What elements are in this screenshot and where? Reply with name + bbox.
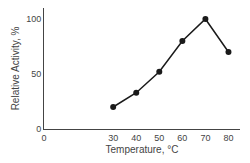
svg-text:40: 40 bbox=[131, 133, 141, 143]
svg-text:50: 50 bbox=[154, 133, 164, 143]
svg-text:30: 30 bbox=[108, 133, 118, 143]
svg-text:Temperature, °C: Temperature, °C bbox=[106, 144, 179, 155]
svg-text:Relative Activity, %: Relative Activity, % bbox=[10, 27, 21, 111]
svg-text:100: 100 bbox=[26, 14, 41, 24]
svg-text:50: 50 bbox=[31, 69, 41, 79]
svg-text:0: 0 bbox=[36, 124, 41, 134]
svg-text:60: 60 bbox=[177, 133, 187, 143]
svg-text:0: 0 bbox=[41, 133, 46, 143]
svg-text:70: 70 bbox=[200, 133, 210, 143]
svg-text:80: 80 bbox=[223, 133, 233, 143]
